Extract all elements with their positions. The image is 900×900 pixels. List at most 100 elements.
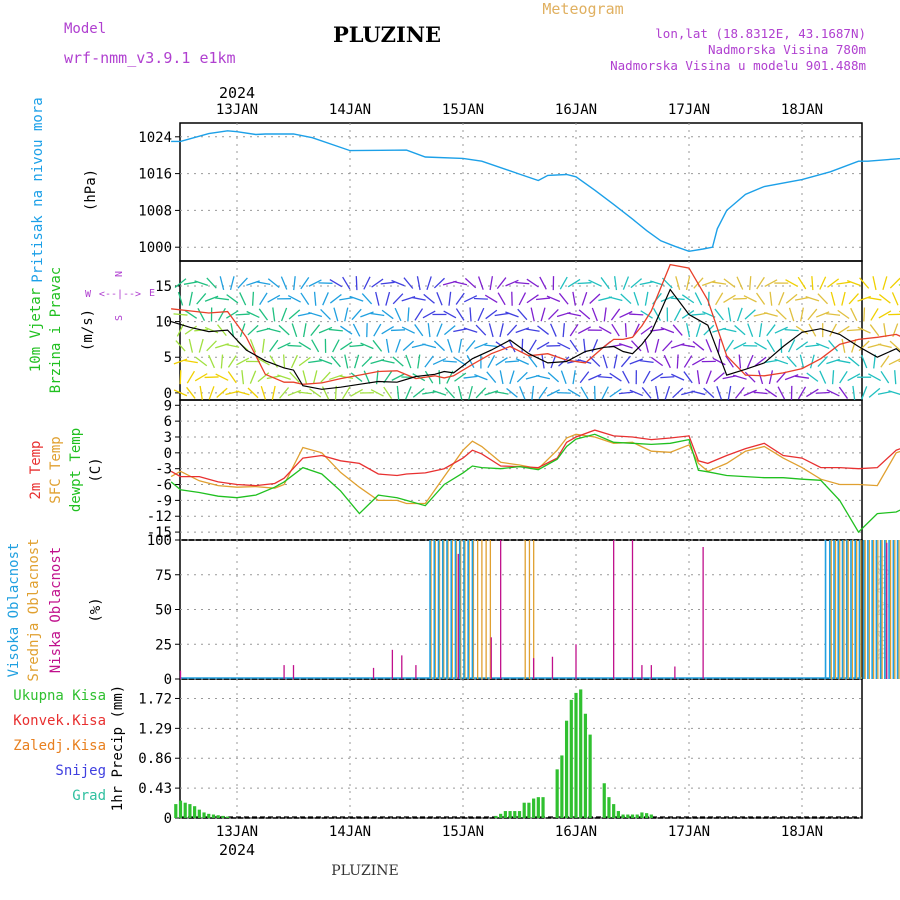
wind-arrow (487, 355, 496, 368)
wind-arrow (177, 291, 184, 306)
precip-bar (649, 814, 653, 818)
wind-arrow (206, 277, 217, 289)
wind-arrow (558, 292, 569, 305)
wind-arrow (194, 280, 209, 286)
wind-arrow (640, 325, 653, 335)
wind-arrow (465, 340, 476, 352)
wind-arrow (676, 354, 679, 369)
wind-arrow (426, 276, 432, 290)
wind-arrow (787, 339, 796, 353)
wind-arrow (344, 307, 349, 322)
wind-arrow (373, 323, 382, 337)
wind-arrow (433, 277, 445, 289)
wind-arrow (442, 360, 457, 363)
precip-bar (536, 797, 540, 818)
wind-arrow (220, 354, 224, 369)
wind-arrow (858, 340, 870, 352)
wind-arrow (463, 295, 478, 303)
wind-arrow (226, 310, 239, 319)
wind-arrow (877, 390, 892, 395)
wind-arrow (749, 276, 752, 291)
wind-arrow (785, 279, 799, 288)
y-tick-label: 0 (164, 386, 172, 402)
wind-arrow (567, 278, 581, 288)
wind-arrow (857, 295, 871, 302)
wind-arrow (675, 276, 681, 291)
wind-arrow (725, 355, 734, 368)
wind-arrow (371, 278, 384, 288)
wind-arrow (443, 310, 457, 319)
wind-arrow (381, 309, 394, 320)
precip-bar (616, 811, 620, 818)
wind-arrow (247, 324, 259, 336)
precip-bar (626, 814, 630, 818)
wind-arrow (340, 325, 353, 335)
wind-arrow (447, 338, 453, 353)
wind-arrow (579, 371, 590, 384)
bottom-date-label: 13JAN (216, 824, 258, 840)
top-date-label: 14JAN (329, 102, 371, 118)
wind-arrow (256, 281, 271, 285)
wind-arrow (509, 370, 515, 385)
wind-arrow (581, 291, 588, 306)
wind-arrow (868, 373, 881, 382)
precip-bar (225, 816, 230, 818)
wind-arrow (663, 354, 671, 369)
wind-arrow (630, 278, 643, 289)
wind-arrow (466, 355, 475, 368)
wind-arrow (736, 276, 744, 290)
wind-arrow (526, 278, 539, 288)
wind-arrow (723, 294, 736, 303)
station-title: PLUZINE (333, 22, 441, 47)
panel-frame (179, 539, 863, 680)
precip-legend-label: Grad (72, 788, 106, 804)
wind-arrow (312, 370, 318, 385)
wind-arrow (360, 342, 374, 350)
wind-arrow (800, 307, 804, 322)
precip-bar (202, 812, 206, 818)
wind-arrow (723, 278, 736, 288)
wind-arrow (506, 324, 518, 336)
wind-arrow (786, 355, 797, 368)
wind-arrow (727, 385, 732, 400)
precip-bar (494, 815, 498, 818)
wind-arrow (175, 340, 186, 352)
wind-arrow (785, 293, 798, 304)
wind-arrow (392, 293, 404, 305)
wind-arrow (235, 313, 250, 316)
wind-arrow (837, 325, 850, 335)
wind-arrow (766, 324, 776, 337)
wind-arrow (416, 276, 421, 291)
top-date-label: 16JAN (555, 102, 597, 118)
wind-arrow (877, 343, 892, 349)
wind-arrow (878, 293, 891, 304)
wind-arrow (747, 323, 754, 337)
wind-arrow (237, 277, 248, 289)
precip-bar (513, 811, 517, 818)
wind-arrow (569, 323, 579, 337)
wind-arrow (464, 277, 477, 289)
wind-arrow (805, 296, 820, 302)
wind-arrow (463, 327, 478, 333)
wind-arrow (577, 326, 591, 334)
wind-arrow (794, 375, 810, 379)
wind-arrow (746, 354, 754, 369)
y-tick-label: -15 (147, 525, 172, 541)
wind-arrow (531, 385, 535, 400)
wind-arrow (308, 311, 323, 318)
wind-arrow (598, 375, 613, 379)
wind-arrow (208, 354, 215, 369)
wind-arrow (536, 374, 551, 380)
wind-arrow (546, 295, 561, 303)
temp-unit-label: (C) (88, 457, 104, 482)
wind-arrow (484, 294, 498, 303)
wind-arrow (269, 355, 279, 368)
wind-arrow (598, 326, 612, 335)
wind-arrow (352, 323, 361, 337)
wind-arrow (405, 354, 412, 369)
wind-arrow (454, 372, 467, 382)
wind-arrow (349, 295, 364, 302)
wind-arrow (567, 312, 582, 317)
meteogram-label: Meteogram (542, 0, 623, 18)
wind-arrow (256, 357, 270, 366)
